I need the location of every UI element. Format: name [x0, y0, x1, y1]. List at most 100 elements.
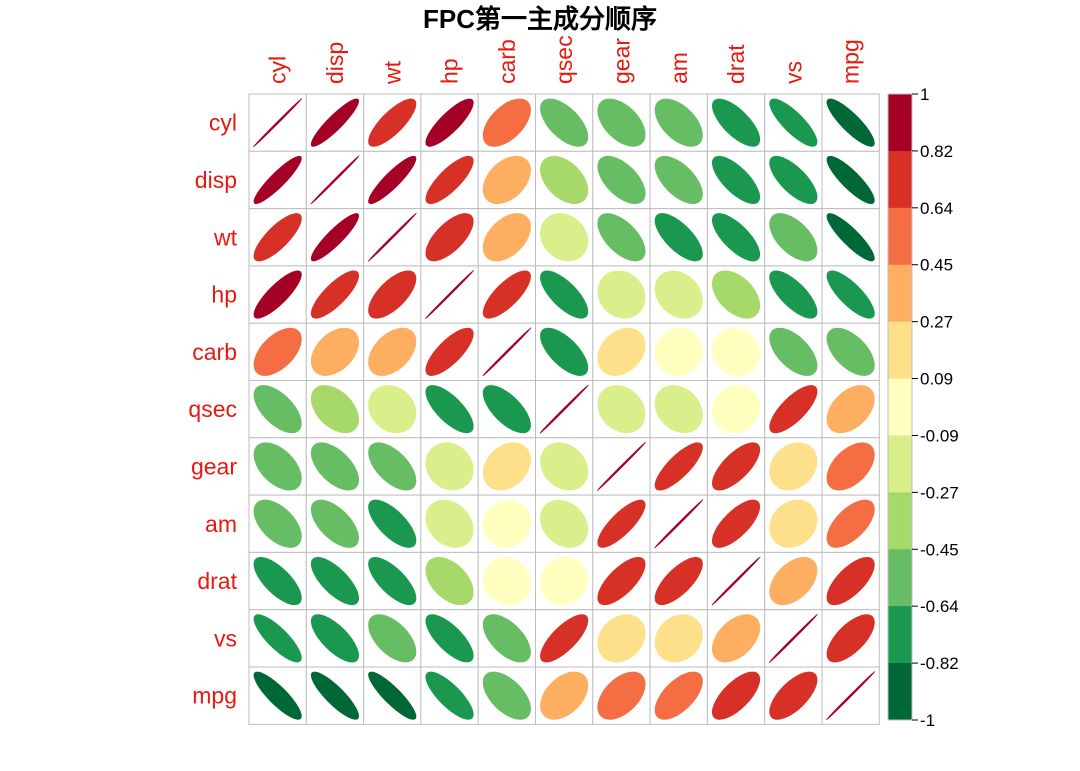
- correlation-ellipse: [424, 269, 475, 320]
- correlation-ellipse: [769, 327, 818, 376]
- correlation-ellipse: [654, 270, 703, 319]
- correlation-ellipse: [482, 385, 531, 434]
- correlation-ellipse: [540, 270, 589, 319]
- correlation-ellipse: [597, 213, 646, 262]
- row-label: cyl: [209, 110, 237, 136]
- correlation-ellipse: [654, 385, 703, 434]
- row-label: disp: [195, 167, 237, 193]
- correlation-ellipse: [540, 213, 589, 262]
- correlation-ellipse: [425, 155, 474, 205]
- correlation-ellipse: [368, 98, 417, 147]
- column-label: hp: [437, 58, 463, 84]
- correlation-ellipse: [826, 556, 875, 606]
- correlation-ellipse: [310, 556, 360, 606]
- correlation-ellipse: [310, 213, 360, 262]
- correlation-ellipse: [769, 213, 818, 262]
- correlation-ellipse: [597, 270, 646, 319]
- correlation-ellipse: [597, 98, 646, 147]
- colorbar-tick-label: -0.64: [920, 597, 959, 616]
- correlation-ellipse: [654, 442, 703, 491]
- column-label: cyl: [265, 56, 291, 84]
- column-label: vs: [780, 61, 806, 84]
- correlation-ellipse: [482, 614, 531, 663]
- correlation-ellipse: [253, 556, 302, 606]
- correlation-ellipse: [769, 556, 818, 606]
- correlation-ellipse: [826, 213, 875, 262]
- correlation-ellipse: [711, 270, 761, 319]
- row-label: am: [205, 511, 237, 537]
- column-label: wt: [379, 60, 405, 85]
- colorbar-frame: [887, 93, 913, 721]
- correlation-ellipse: [711, 671, 761, 720]
- correlation-ellipse: [310, 270, 360, 319]
- row-label: hp: [211, 282, 237, 308]
- correlation-ellipse: [540, 155, 589, 205]
- correlation-ellipse: [769, 442, 818, 491]
- colorbar-tick-label: 0.09: [920, 370, 953, 389]
- colorbar-tick-label: -0.27: [920, 483, 959, 502]
- correlation-ellipse: [540, 327, 589, 376]
- correlation-ellipse: [425, 671, 474, 720]
- correlation-ellipse: [539, 384, 589, 434]
- correlation-ellipse: [367, 212, 417, 262]
- colorbar-segment: [888, 378, 912, 436]
- correlation-ellipse: [826, 155, 875, 205]
- correlation-ellipse: [711, 327, 761, 376]
- correlation-ellipse: [482, 327, 532, 377]
- correlation-ellipse: [253, 614, 302, 663]
- correlation-ellipse: [540, 98, 589, 147]
- correlation-ellipse: [654, 671, 703, 720]
- row-label: gear: [191, 453, 237, 479]
- correlation-ellipse: [540, 614, 589, 663]
- correlation-ellipse: [597, 556, 646, 606]
- correlation-ellipse: [253, 499, 302, 548]
- correlation-ellipse: [482, 499, 531, 548]
- colorbar-tick-label: 0.82: [920, 142, 953, 161]
- correlation-ellipse: [425, 213, 474, 262]
- row-label: wt: [213, 224, 238, 250]
- correlation-ellipse: [482, 155, 531, 205]
- correlation-ellipse: [826, 327, 875, 376]
- colorbar-segment: [888, 606, 912, 664]
- correlation-ellipse: [482, 270, 531, 319]
- correlation-ellipse: [310, 385, 360, 434]
- correlation-ellipse: [310, 155, 360, 205]
- column-labels: cyl disp wt hp carb qsec gear am drat vs mpg: [265, 35, 864, 85]
- correlation-ellipse: [769, 499, 818, 548]
- row-labels: cyl disp wt hp carb qsec gear am drat vs mpg: [188, 110, 237, 709]
- correlation-ellipse: [654, 556, 703, 606]
- colorbar-tick-label: -0.45: [920, 540, 959, 559]
- correlation-ellipse: [596, 441, 647, 492]
- row-label: mpg: [192, 683, 237, 709]
- correlation-ellipse: [826, 614, 875, 663]
- correlation-ellipse: [711, 155, 761, 205]
- correlation-ellipse: [540, 671, 589, 720]
- correlation-ellipse: [654, 155, 703, 205]
- correlation-ellipse: [597, 671, 646, 720]
- correlation-ellipse: [368, 385, 417, 434]
- correlation-ellipse: [825, 670, 876, 721]
- correlation-ellipse: [711, 442, 761, 491]
- correlation-ellipse: [252, 97, 303, 148]
- row-label: carb: [192, 339, 237, 365]
- correlation-ellipse: [425, 556, 474, 606]
- correlation-ellipse: [253, 385, 302, 434]
- correlation-ellipse: [310, 671, 360, 720]
- correlation-ellipse: [482, 671, 531, 720]
- correlation-ellipse: [368, 671, 417, 720]
- correlation-ellipse: [597, 327, 646, 376]
- correlation-ellipse: [769, 671, 818, 720]
- correlation-ellipse: [826, 499, 875, 548]
- correlation-ellipse: [310, 614, 360, 663]
- column-label: qsec: [551, 35, 577, 84]
- correlation-ellipse: [769, 155, 818, 205]
- correlation-ellipse: [711, 213, 761, 262]
- correlation-ellipse: [769, 270, 818, 319]
- column-label: am: [666, 52, 692, 84]
- correlation-ellipse: [711, 556, 761, 606]
- colorbar-tick-label: -1: [920, 711, 935, 730]
- correlation-ellipse: [253, 442, 302, 491]
- correlation-ellipse: [711, 385, 761, 434]
- correlation-ellipse: [253, 671, 302, 720]
- correlation-ellipse: [310, 327, 360, 376]
